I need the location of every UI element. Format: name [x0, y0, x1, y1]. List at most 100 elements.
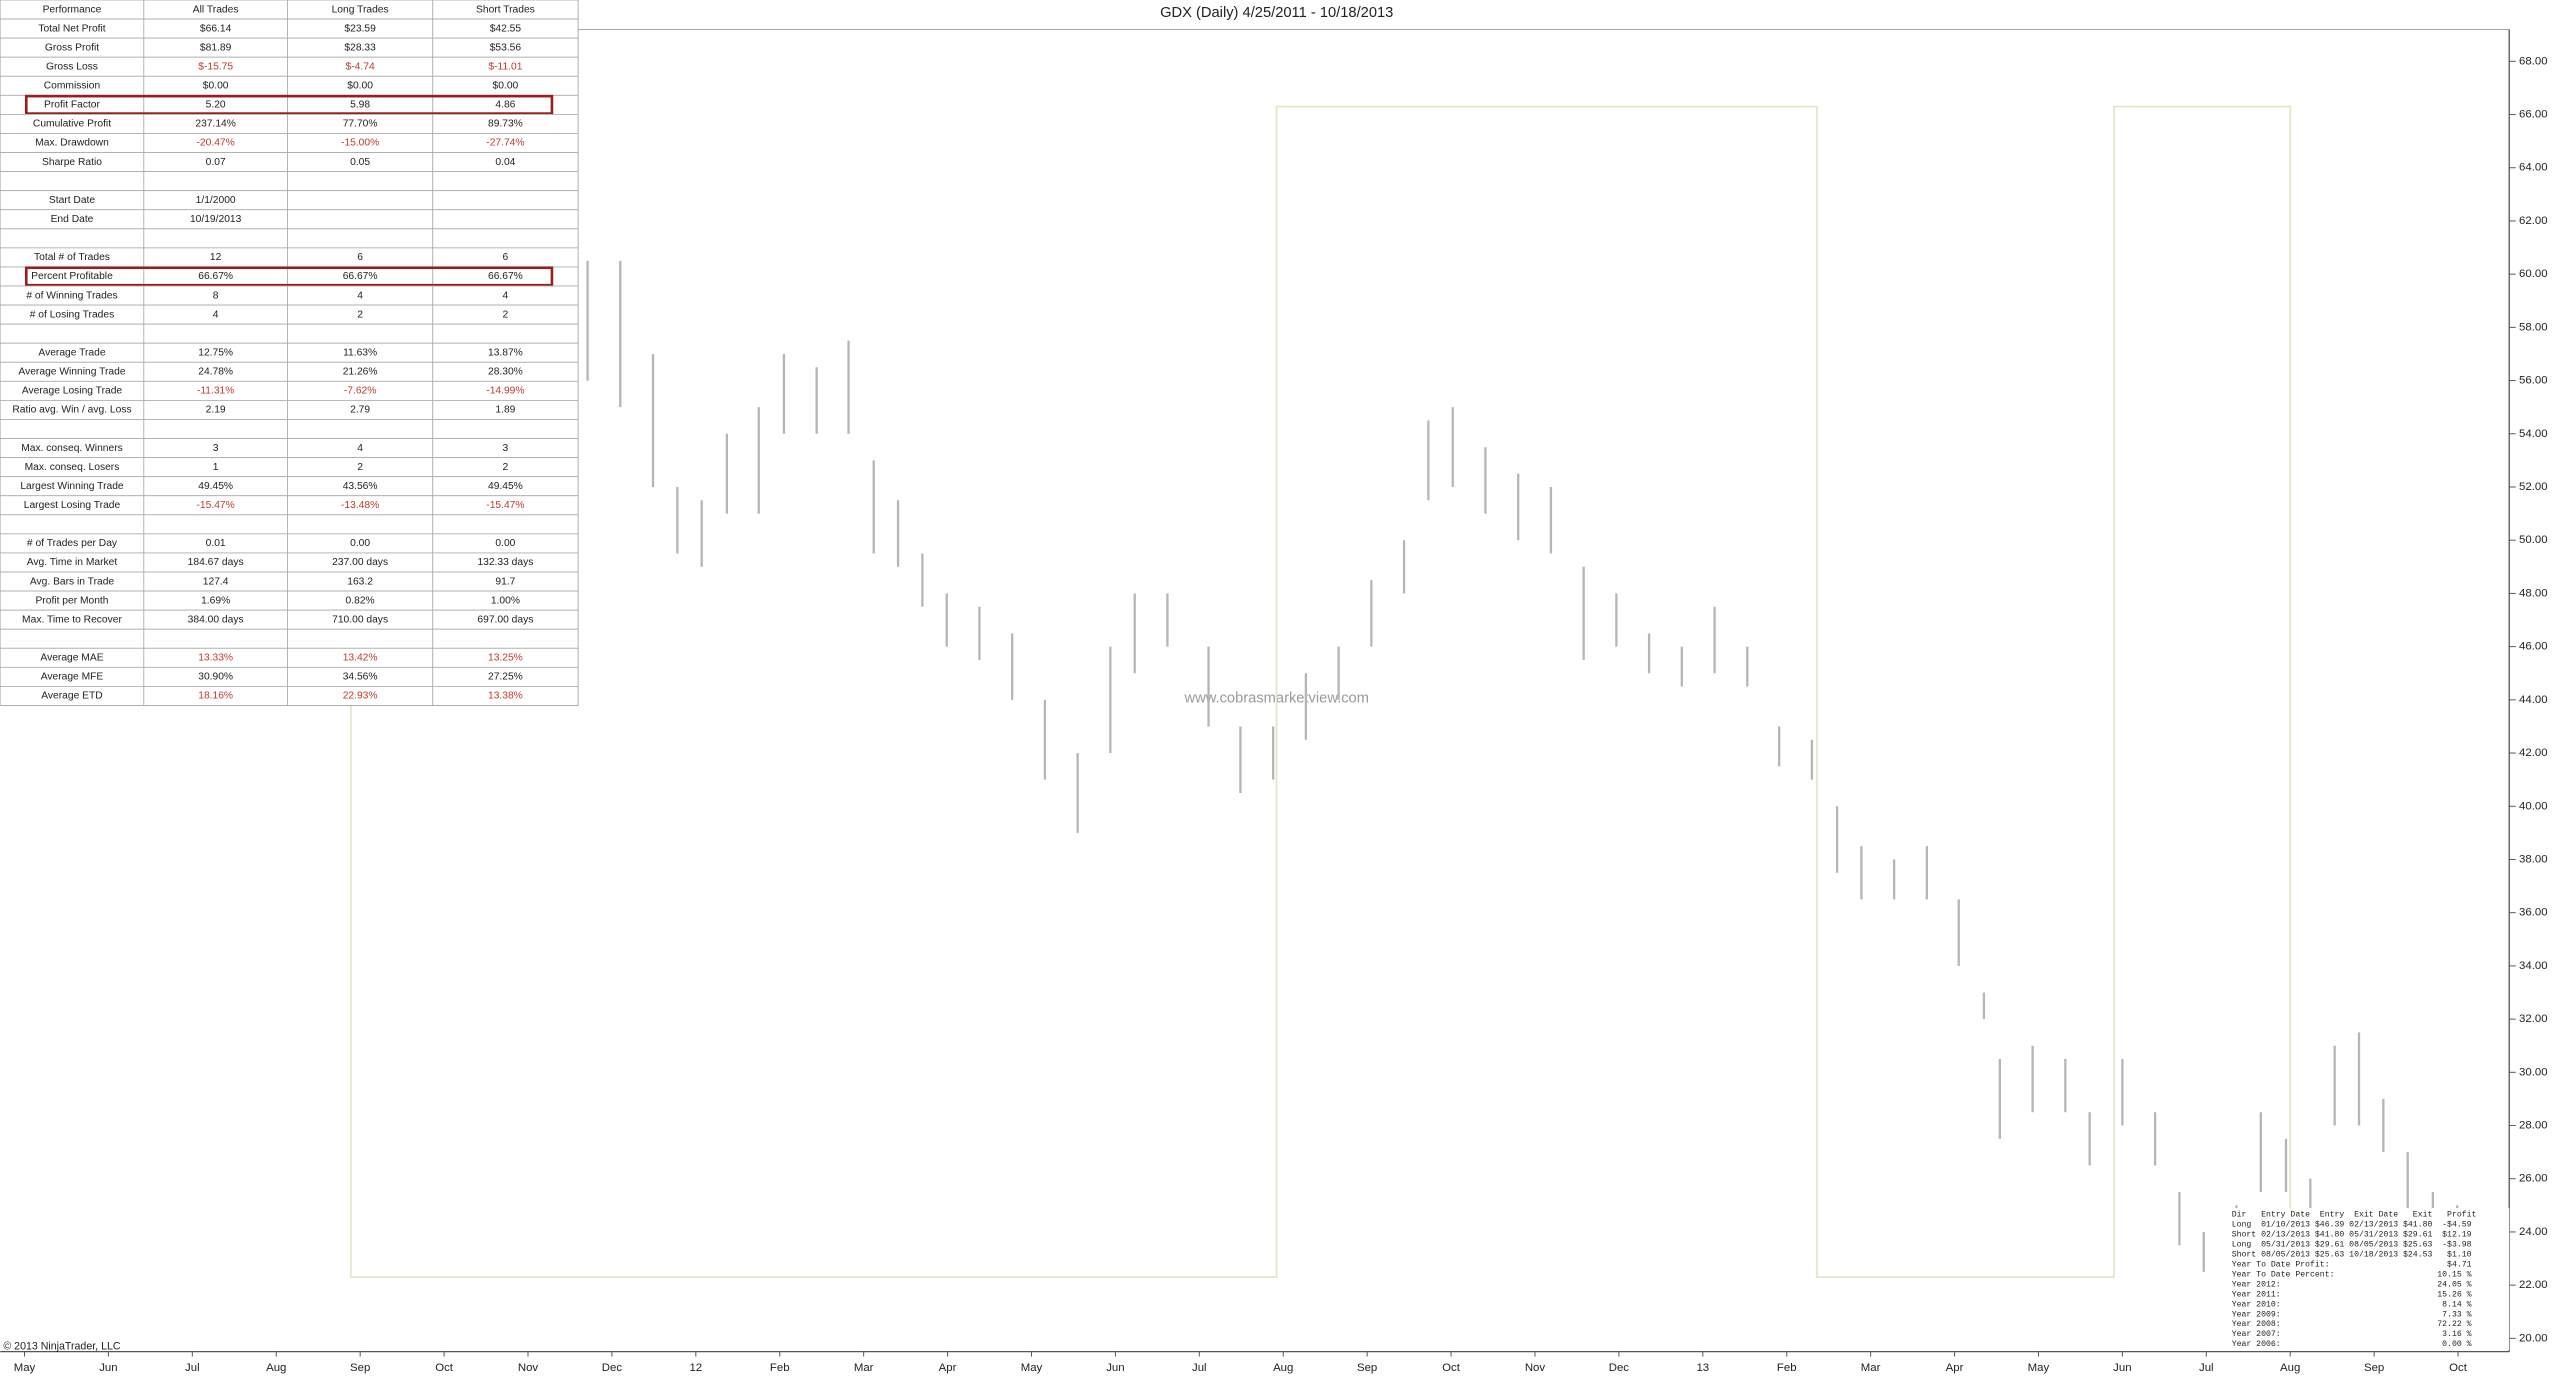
- cell-text: 5.20: [206, 100, 226, 111]
- x-tick-label: May: [14, 1362, 36, 1374]
- cell-text: 4: [357, 443, 363, 454]
- trade-line: Dir Entry Date Entry Exit Date Exit Prof…: [2232, 1210, 2477, 1220]
- cell-text: -15.47%: [486, 500, 524, 511]
- table-cell: [0, 171, 145, 192]
- table-cell: [432, 190, 579, 211]
- cell-text: $28.33: [344, 42, 376, 53]
- cell-text: 0.00: [495, 538, 515, 549]
- x-tick-label: Feb: [1777, 1362, 1797, 1374]
- x-tick-label: Oct: [435, 1362, 454, 1374]
- table-cell: [143, 628, 288, 649]
- x-tick-label: Jul: [2199, 1362, 2214, 1374]
- cell-text: Average ETD: [41, 691, 102, 702]
- cell-text: -7.62%: [344, 386, 377, 397]
- cell-text: 4: [357, 290, 363, 301]
- cell-text: 49.45%: [198, 481, 233, 492]
- x-tick-label: May: [1021, 1362, 1043, 1374]
- table-cell: [287, 209, 434, 230]
- y-tick-label: 42.00: [2519, 747, 2548, 759]
- performance-table: Performance All Trades Long Trades Short Tr…: [0, 0, 579, 706]
- cell-text: 2: [357, 309, 363, 320]
- cell-text: 127.4: [203, 576, 229, 587]
- x-tick-label: May: [2028, 1362, 2050, 1374]
- x-tick-label: Mar: [854, 1362, 874, 1374]
- y-tick-label: 38.00: [2519, 853, 2548, 865]
- cell-text: -14.99%: [486, 386, 524, 397]
- cell-text: 710.00 days: [332, 614, 388, 625]
- y-tick-label: 52.00: [2519, 481, 2548, 493]
- x-tick-label: Jun: [2113, 1362, 2131, 1374]
- cell-text: Cumulative Profit: [33, 119, 111, 130]
- y-tick-label: 36.00: [2519, 907, 2548, 919]
- cell-text: 1/1/2000: [196, 195, 236, 206]
- cell-text: 91.7: [495, 576, 515, 587]
- x-tick-label: Apr: [939, 1362, 957, 1374]
- cell-text: 3: [503, 443, 509, 454]
- cell-text: Average MAE: [40, 653, 103, 664]
- table-cell: [287, 190, 434, 211]
- y-tick-label: 56.00: [2519, 375, 2548, 387]
- cell-text: # of Losing Trades: [30, 309, 114, 320]
- y-tick-label: 46.00: [2519, 641, 2548, 653]
- x-tick-label: Jun: [1106, 1362, 1124, 1374]
- header-text: All Trades: [193, 4, 239, 15]
- cell-text: 13.25%: [488, 653, 523, 664]
- x-tick-label: Apr: [1946, 1362, 1964, 1374]
- header-text: Short Trades: [476, 4, 535, 15]
- table-cell: [0, 419, 145, 439]
- x-tick-label: Sep: [350, 1362, 370, 1374]
- cell-text: 132.33 days: [477, 557, 533, 568]
- table-cell: [143, 171, 288, 192]
- cell-text: Profit per Month: [35, 595, 108, 606]
- cell-text: $-4.74: [346, 61, 375, 72]
- cell-text: Profit Factor: [44, 100, 100, 111]
- cell-text: 28.30%: [488, 367, 523, 378]
- cell-text: 2: [357, 462, 363, 473]
- cell-text: Max. conseq. Winners: [21, 443, 123, 454]
- cell-text: -11.31%: [197, 386, 234, 397]
- x-tick-label: Mar: [1861, 1362, 1881, 1374]
- cell-text: Largest Winning Trade: [20, 481, 124, 492]
- cell-text: $66.14: [200, 23, 232, 34]
- x-tick-label: Jul: [1192, 1362, 1207, 1374]
- cell-text: $42.55: [490, 23, 522, 34]
- table-cell: [432, 323, 579, 344]
- trade-line: Year To Date Percent: 10.15 %: [2232, 1270, 2472, 1279]
- y-tick-label: 26.00: [2519, 1173, 2548, 1185]
- cell-text: 12: [210, 252, 222, 263]
- cell-text: 11.63%: [343, 347, 377, 358]
- cell-text: 1.69%: [201, 595, 230, 606]
- cell-text: 5.98: [350, 100, 370, 111]
- table-cell: [432, 685, 579, 706]
- y-tick-label: 54.00: [2519, 428, 2548, 440]
- cell-text: 43.56%: [343, 481, 378, 492]
- cell-text: Average MFE: [41, 672, 104, 683]
- cell-text: $0.00: [203, 81, 229, 92]
- y-tick-label: 32.00: [2519, 1013, 2548, 1025]
- cell-text: -15.00%: [341, 138, 379, 149]
- cell-text: -13.48%: [341, 500, 379, 511]
- trade-line: Year To Date Profit: $4.71: [2232, 1259, 2472, 1269]
- cell-text: 66.67%: [488, 271, 523, 282]
- cell-text: $0.00: [493, 81, 519, 92]
- x-tick-label: Oct: [1442, 1362, 1461, 1374]
- cell-text: 0.05: [350, 157, 370, 168]
- table-cell: [287, 419, 434, 439]
- x-tick-label: Sep: [2364, 1362, 2384, 1374]
- cell-text: 0.00: [350, 538, 370, 549]
- y-tick-label: 20.00: [2519, 1332, 2548, 1344]
- x-tick-label: Nov: [518, 1362, 539, 1374]
- y-tick-label: 22.00: [2519, 1279, 2548, 1291]
- table-cell: [143, 514, 288, 535]
- y-tick-label: 68.00: [2519, 55, 2548, 67]
- cell-text: 13.42%: [343, 653, 378, 664]
- cell-text: -27.74%: [486, 138, 524, 149]
- trade-line: Year 2008: 72.22 %: [2232, 1320, 2472, 1329]
- cell-text: Max. Time to Recover: [22, 614, 122, 625]
- cell-text: 6: [503, 252, 509, 263]
- cell-text: $-11.01: [488, 61, 522, 72]
- trade-line: Year 2007: 3.16 %: [2232, 1330, 2472, 1339]
- cell-text: 163.2: [347, 576, 373, 587]
- cell-text: 2.19: [206, 405, 226, 416]
